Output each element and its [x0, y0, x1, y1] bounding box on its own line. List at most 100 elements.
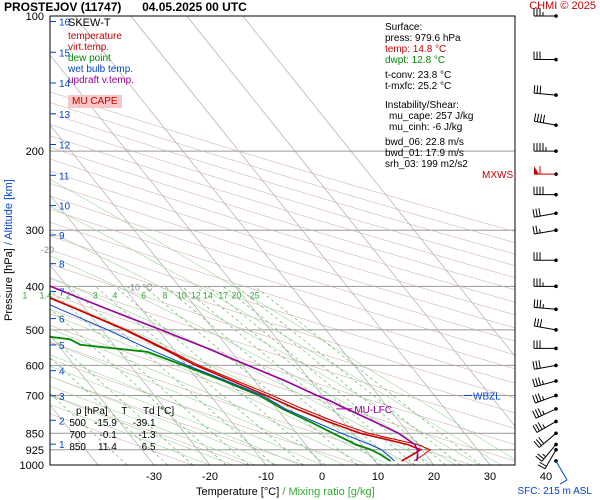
mixing-ratio-label: 2	[66, 290, 71, 300]
dry-adiabat	[50, 235, 515, 384]
temperature-tick-label: 10	[372, 471, 384, 483]
surface-temp: temp: 14.8 °C	[385, 44, 447, 55]
wind-barb-feather	[535, 225, 538, 234]
km-tick-label: 1	[59, 440, 65, 451]
wind-barb-feather	[537, 422, 543, 430]
dry-adiabat	[50, 170, 515, 316]
legend-virt-temp: virt.temp.	[68, 42, 110, 53]
station-name: PROSTEJOV (11747)	[4, 0, 122, 14]
profile-temperature	[50, 297, 423, 462]
wind-barbs-layer	[532, 8, 568, 485]
wind-barb-shaft	[535, 394, 557, 404]
dry-adiabat	[50, 341, 417, 465]
wind-barb-shaft	[534, 364, 557, 370]
dry-adiabat	[50, 102, 515, 243]
profile-dew-point	[50, 335, 391, 462]
profile-updraft-v-temp-	[50, 285, 419, 462]
km-tick-label: 6	[59, 315, 65, 326]
legend-dew-point: dew point	[68, 53, 111, 64]
legend-chart-type: SKEW-T	[68, 17, 111, 29]
wind-barb-feather	[542, 114, 546, 123]
pressure-tick-label: 300	[26, 225, 44, 237]
surface-dwpt: dwpt: 12.8 °C	[385, 55, 446, 66]
mixing-ratio-label: 17	[218, 290, 228, 300]
x-axis-label-mix: Mixing ratio [g/kg]	[288, 486, 375, 498]
km-tick-label: 11	[59, 171, 70, 182]
dry-adiabat	[50, 147, 515, 291]
pressure-tick-label: 600	[26, 360, 44, 372]
mu-cape-badge: MU CAPE	[68, 95, 122, 108]
level-table: p [hPa] T Td [°C] 500 -15.9 -39.1 700 -0…	[62, 406, 174, 454]
wind-barb	[533, 8, 558, 18]
legend: SKEW-T temperature virt.temp. dew point …	[68, 17, 134, 87]
wind-barb	[532, 407, 558, 419]
pressure-tick-label: 700	[26, 390, 44, 402]
moist-adiabat	[50, 395, 233, 465]
temperature-tick-label: -10	[258, 471, 274, 483]
temperature-tick-label: 40	[540, 471, 552, 483]
wind-barb-feather	[535, 439, 542, 446]
row-t: -0.1	[99, 430, 117, 441]
moist-adiabat	[50, 255, 457, 465]
wind-barb	[533, 252, 558, 263]
km-tick-label: 5	[59, 341, 65, 352]
level-row-850: 850 11.4 6.5	[62, 442, 174, 454]
dry-adiabat	[50, 376, 305, 465]
dry-adiabat	[50, 135, 515, 278]
wind-barb-shaft	[534, 120, 557, 126]
plot-frame	[49, 15, 516, 466]
wind-barb-half-feather	[542, 453, 547, 458]
wind-barb-feather	[535, 208, 538, 217]
wind-barb-feather	[533, 85, 536, 94]
bwd-01-value: bwd_01: 17.9 m/s	[385, 148, 464, 159]
wind-barb-feather	[537, 408, 542, 416]
wind-barb	[537, 447, 558, 470]
mu-cape-value: mu_cape: 257 J/kg	[389, 111, 474, 122]
moist-adiabat	[50, 365, 300, 465]
dry-adiabat	[50, 358, 361, 465]
temperature-tick-label: 20	[428, 471, 440, 483]
temperature-tick-label: -20	[202, 471, 218, 483]
isotherm-label: -10 °C	[127, 282, 153, 292]
mixing-ratio-line	[50, 308, 227, 465]
dry-adiabat	[50, 113, 515, 255]
instability-title: Instability/Shear:	[385, 100, 459, 111]
isotherm-line	[50, 334, 155, 465]
wind-barb	[533, 299, 558, 312]
wind-barb-feather	[532, 378, 536, 387]
wind-barb-feather	[532, 425, 538, 433]
wind-barb-shaft	[534, 306, 557, 310]
wind-barb-feather	[533, 299, 536, 308]
moist-adiabat	[50, 376, 278, 465]
wind-barb-feather	[539, 114, 543, 123]
wind-barb-feather	[533, 441, 540, 448]
dry-adiabat	[50, 91, 515, 232]
wind-barb-feather	[532, 361, 535, 370]
isotherm-line	[186, 16, 515, 427]
pressure-tick-label: 925	[26, 445, 44, 457]
km-tick-label: 3	[59, 392, 65, 403]
row-td: 6.5	[141, 442, 156, 453]
moist-adiabat	[50, 296, 412, 465]
mixing-ratio-label: 3	[93, 290, 98, 300]
wind-barb-shaft	[534, 325, 557, 331]
bwd-06-value: bwd_06: 22.8 m/s	[385, 137, 464, 148]
wind-barb-half-feather	[541, 380, 544, 385]
isotherm-line	[50, 194, 267, 465]
x-axis-label-sep: /	[282, 486, 286, 498]
isotherm-line	[74, 16, 435, 465]
wind-barb-half-feather	[542, 410, 545, 415]
pressure-tick-label: 100	[26, 11, 44, 23]
isotherm-line	[130, 16, 491, 465]
km-tick-label: 16	[59, 18, 71, 29]
wind-barb-shaft	[535, 408, 557, 419]
sfc-altitude: SFC: 215 m ASL	[517, 486, 592, 497]
wind-barb-half-feather	[541, 395, 545, 401]
moist-adiabat	[50, 404, 211, 465]
surface-tconv: t-conv: 23.8 °C	[385, 70, 452, 81]
y-axis-label-sep: /	[3, 242, 15, 246]
surface-tmxfc: t-mxfc: 25.2 °C	[385, 81, 452, 92]
wind-barb	[554, 459, 568, 485]
